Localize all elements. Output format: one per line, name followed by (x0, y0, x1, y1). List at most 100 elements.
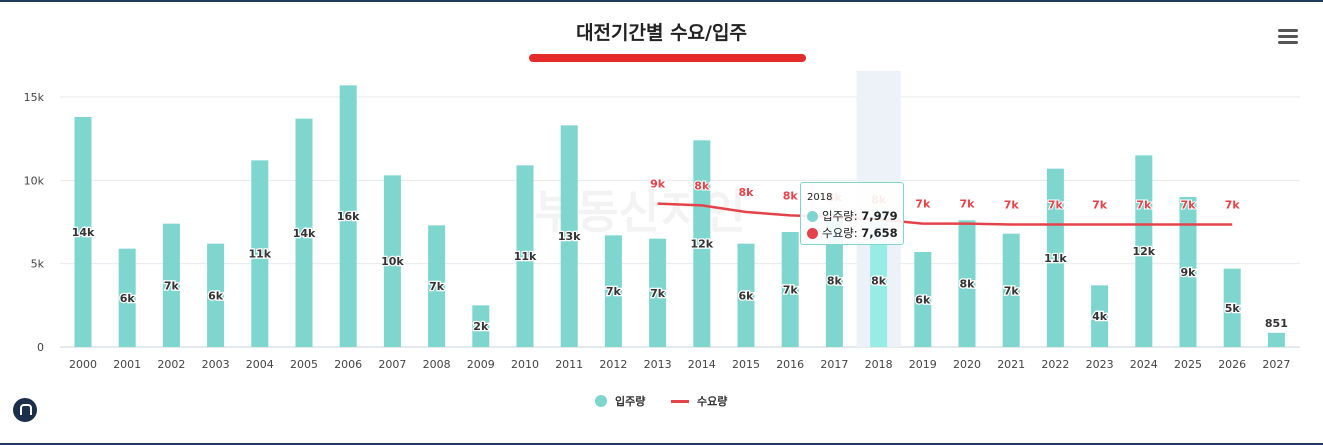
bar-label-2012: 7k (606, 285, 622, 298)
line-label-2015: 8k (739, 186, 755, 199)
bar-label-2002: 7k (164, 279, 180, 292)
bar-2009 (472, 305, 490, 347)
bar-2014 (693, 140, 711, 347)
bar-label-2026: 5k (1225, 302, 1241, 315)
x-tick-label: 2002 (157, 358, 185, 371)
bar-2002 (162, 223, 180, 347)
demand-line-icon (671, 399, 689, 403)
title-underline (529, 54, 806, 62)
bar-label-2011: 13k (558, 230, 581, 243)
legend-label-demand: 수요량 (697, 395, 728, 408)
x-tick-label: 2015 (732, 358, 760, 371)
bar-label-2004: 11k (248, 248, 271, 261)
x-tick-label: 2016 (776, 358, 804, 371)
bar-2023 (1091, 285, 1109, 347)
line-label-2016: 8k (783, 189, 799, 202)
tooltip-demand-label: 수요량: (822, 226, 858, 240)
x-tick-label: 2009 (467, 358, 495, 371)
bar-2019 (914, 252, 932, 347)
x-tick-label: 2017 (820, 358, 848, 371)
x-tick-label: 2027 (1262, 358, 1290, 371)
demand-dot-icon (807, 227, 818, 239)
x-tick-label: 2025 (1174, 358, 1202, 371)
legend-item-supply[interactable]: 입주량 (595, 392, 645, 410)
legend-label-supply: 입주량 (615, 395, 646, 408)
bar-2001 (118, 248, 136, 347)
bar-label-2022: 11k (1044, 252, 1067, 265)
line-label-2019: 7k (915, 198, 931, 211)
line-label-2013: 9k (650, 178, 666, 191)
bar-label-2019: 6k (915, 294, 931, 307)
tooltip-supply-label: 입주량: (822, 209, 858, 223)
line-label-2025: 7k (1181, 199, 1197, 212)
bar-label-2020: 8k (960, 278, 976, 291)
bar-label-2009: 2k (473, 320, 489, 333)
line-label-2024: 7k (1136, 199, 1152, 212)
line-label-2021: 7k (1004, 199, 1020, 212)
x-tick-label: 2021 (997, 358, 1025, 371)
x-tick-label: 2019 (909, 358, 937, 371)
tooltip: 2018 입주량: 7,979 수요량: 7,658 (800, 182, 904, 245)
x-tick-label: 2026 (1218, 358, 1246, 371)
bar-label-2006: 16k (337, 210, 360, 223)
bar-label-2024: 12k (1132, 245, 1155, 258)
bar-2000 (74, 117, 92, 347)
x-tick-label: 2023 (1086, 358, 1114, 371)
bar-2012 (604, 235, 622, 347)
bar-2024 (1135, 155, 1153, 347)
bar-label-2016: 7k (783, 284, 799, 297)
hamburger-menu-icon[interactable] (1278, 29, 1298, 45)
x-tick-label: 2006 (334, 358, 362, 371)
bar-2011 (560, 125, 578, 347)
bar-label-2015: 6k (739, 289, 755, 302)
bar-label-2021: 7k (1004, 284, 1020, 297)
x-tick-label: 2018 (865, 358, 893, 371)
bar-2025 (1179, 197, 1197, 347)
line-label-2020: 7k (960, 198, 976, 211)
bar-2005 (295, 118, 313, 348)
y-tick-label: 15k (24, 91, 45, 104)
x-tick-label: 2007 (378, 358, 406, 371)
bar-2003 (207, 243, 225, 347)
bar-2017 (825, 213, 843, 347)
bar-2018 (870, 214, 888, 347)
bar-label-2003: 6k (208, 289, 224, 302)
bar-label-2008: 7k (429, 280, 445, 293)
x-tick-label: 2001 (113, 358, 141, 371)
tooltip-supply-value: 7,979 (861, 209, 898, 223)
x-tick-label: 2000 (69, 358, 97, 371)
bar-label-2027: 851 (1265, 317, 1288, 330)
bar-label-2023: 4k (1092, 310, 1108, 323)
legend-item-demand[interactable]: 수요량 (671, 392, 727, 410)
x-tick-label: 2004 (246, 358, 274, 371)
bar-label-2001: 6k (120, 292, 136, 305)
bar-label-2017: 8k (827, 274, 843, 287)
x-tick-label: 2022 (1041, 358, 1069, 371)
x-tick-label: 2010 (511, 358, 539, 371)
bar-label-2007: 10k (381, 255, 404, 268)
x-tick-label: 2013 (644, 358, 672, 371)
bar-2004 (251, 160, 269, 347)
bar-label-2000: 14k (72, 226, 95, 239)
bar-label-2025: 9k (1181, 266, 1197, 279)
bar-2020 (958, 220, 976, 347)
x-tick-label: 2011 (555, 358, 583, 371)
line-label-2022: 7k (1048, 199, 1064, 212)
house-logo-icon[interactable] (13, 398, 37, 422)
x-tick-label: 2008 (423, 358, 451, 371)
bar-2021 (1002, 233, 1020, 347)
y-tick-label: 5k (31, 258, 45, 271)
line-label-2014: 8k (694, 179, 710, 192)
bar-2010 (516, 165, 534, 347)
x-tick-label: 2012 (599, 358, 627, 371)
bar-2026 (1223, 268, 1241, 347)
bar-label-2018: 8k (871, 275, 887, 288)
y-tick-label: 10k (24, 174, 45, 187)
bar-label-2005: 14k (293, 227, 316, 240)
supply-dot-icon (595, 395, 607, 407)
tooltip-year: 2018 (807, 192, 833, 203)
bar-label-2013: 7k (650, 287, 666, 300)
x-tick-label: 2003 (202, 358, 230, 371)
